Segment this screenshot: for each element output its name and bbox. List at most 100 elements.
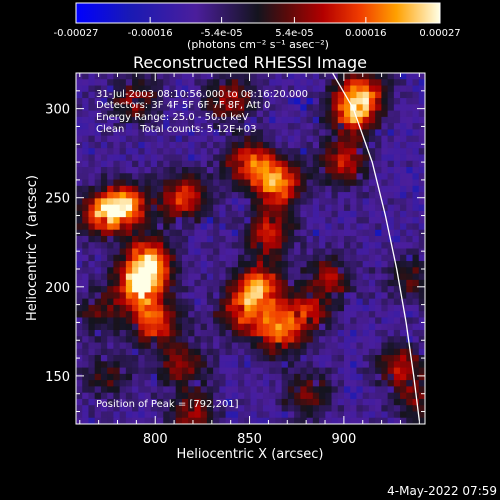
heatmap-pixel <box>381 117 388 124</box>
heatmap-pixel <box>113 411 120 418</box>
heatmap-pixel <box>157 280 164 287</box>
heatmap-pixel <box>188 292 195 299</box>
heatmap-pixel <box>101 324 108 331</box>
heatmap-pixel <box>213 411 220 418</box>
heatmap-pixel <box>213 343 220 350</box>
heatmap-pixel <box>194 211 201 218</box>
heatmap-pixel <box>169 324 176 331</box>
heatmap-pixel <box>201 167 208 174</box>
heatmap-pixel <box>169 299 176 306</box>
heatmap-pixel <box>288 104 295 111</box>
heatmap-pixel <box>213 249 220 256</box>
heatmap-pixel <box>169 274 176 281</box>
heatmap-pixel <box>82 86 89 93</box>
heatmap-pixel <box>232 324 239 331</box>
heatmap-pixel <box>275 129 282 136</box>
heatmap-pixel <box>413 242 420 249</box>
heatmap-pixel <box>207 255 214 262</box>
heatmap-pixel <box>238 411 245 418</box>
heatmap-pixel <box>313 117 320 124</box>
heatmap-pixel <box>313 299 320 306</box>
heatmap-pixel <box>126 230 133 237</box>
heatmap-pixel <box>107 311 114 318</box>
heatmap-pixel <box>151 343 158 350</box>
heatmap-pixel <box>138 330 145 337</box>
heatmap-pixel <box>269 205 276 212</box>
heatmap-pixel <box>88 274 95 281</box>
heatmap-pixel <box>369 129 376 136</box>
heatmap-pixel <box>113 167 120 174</box>
heatmap-pixel <box>288 274 295 281</box>
heatmap-pixel <box>307 136 314 143</box>
heatmap-pixel <box>213 255 220 262</box>
heatmap-pixel <box>251 79 258 86</box>
heatmap-pixel <box>101 79 108 86</box>
heatmap-pixel <box>363 236 370 243</box>
heatmap-pixel <box>300 286 307 293</box>
heatmap-pixel <box>257 242 264 249</box>
heatmap-pixel <box>275 117 282 124</box>
heatmap-pixel <box>406 393 413 400</box>
heatmap-pixel <box>163 223 170 230</box>
heatmap-pixel <box>344 180 351 187</box>
heatmap-pixel <box>163 299 170 306</box>
heatmap-pixel <box>350 79 357 86</box>
heatmap-pixel <box>288 292 295 299</box>
heatmap-pixel <box>219 380 226 387</box>
heatmap-pixel <box>145 261 152 268</box>
heatmap-pixel <box>356 98 363 105</box>
heatmap-pixel <box>356 104 363 111</box>
heatmap-pixel <box>300 211 307 218</box>
heatmap-pixel <box>232 223 239 230</box>
heatmap-pixel <box>76 79 83 86</box>
heatmap-pixel <box>394 117 401 124</box>
heatmap-pixel <box>101 343 108 350</box>
heatmap-pixel <box>325 380 332 387</box>
heatmap-pixel <box>350 173 357 180</box>
heatmap-pixel <box>151 280 158 287</box>
heatmap-pixel <box>232 374 239 381</box>
heatmap-pixel <box>132 311 139 318</box>
heatmap-pixel <box>244 186 251 193</box>
heatmap-pixel <box>344 217 351 224</box>
heatmap-pixel <box>138 192 145 199</box>
heatmap-pixel <box>282 249 289 256</box>
heatmap-pixel <box>400 205 407 212</box>
heatmap-pixel <box>275 274 282 281</box>
heatmap-pixel <box>257 411 264 418</box>
heatmap-pixel <box>350 355 357 362</box>
heatmap-pixel <box>356 217 363 224</box>
heatmap-pixel <box>356 161 363 168</box>
heatmap-pixel <box>375 343 382 350</box>
heatmap-pixel <box>325 386 332 393</box>
heatmap-pixel <box>325 411 332 418</box>
heatmap-pixel <box>238 361 245 368</box>
heatmap-pixel <box>126 336 133 343</box>
heatmap-pixel <box>294 299 301 306</box>
heatmap-pixel <box>88 173 95 180</box>
heatmap-pixel <box>406 386 413 393</box>
heatmap-pixel <box>275 180 282 187</box>
heatmap-pixel <box>88 92 95 99</box>
heatmap-pixel <box>194 198 201 205</box>
heatmap-pixel <box>76 349 83 356</box>
heatmap-pixel <box>413 198 420 205</box>
heatmap-pixel <box>356 180 363 187</box>
heatmap-pixel <box>120 186 127 193</box>
heatmap-pixel <box>82 242 89 249</box>
heatmap-pixel <box>356 374 363 381</box>
heatmap-pixel <box>219 167 226 174</box>
heatmap-pixel <box>307 299 314 306</box>
heatmap-pixel <box>88 324 95 331</box>
heatmap-pixel <box>369 86 376 93</box>
heatmap-pixel <box>288 117 295 124</box>
heatmap-pixel <box>319 343 326 350</box>
heatmap-pixel <box>132 79 139 86</box>
heatmap-pixel <box>251 136 258 143</box>
heatmap-pixel <box>76 305 83 312</box>
heatmap-pixel <box>282 280 289 287</box>
heatmap-pixel <box>219 361 226 368</box>
heatmap-pixel <box>363 129 370 136</box>
heatmap-pixel <box>238 136 245 143</box>
heatmap-pixel <box>182 255 189 262</box>
